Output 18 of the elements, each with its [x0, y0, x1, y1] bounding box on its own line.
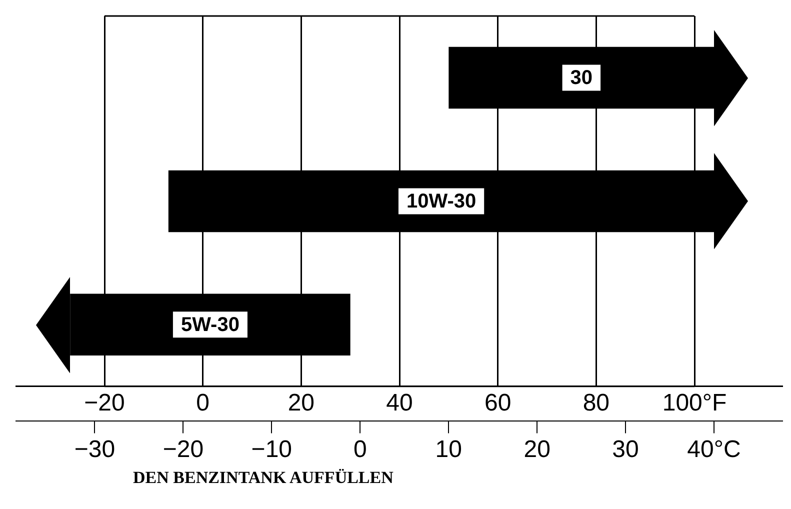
x-tick-label: 100°F: [662, 389, 727, 416]
x-tick-label: 0: [196, 389, 210, 416]
x2-tick-label: −30: [74, 436, 116, 464]
x2-tick-label: 20: [524, 436, 550, 464]
y-tick-label: 10W-30: [406, 190, 476, 213]
x2-tick-label: −10: [251, 436, 292, 464]
x-tick-label: −20: [84, 389, 125, 416]
x-tick-label: 60: [484, 389, 512, 416]
x-tick-label: 20: [288, 389, 315, 416]
x2-tick-label: 0: [353, 436, 367, 464]
x2-tick-label: −20: [162, 436, 204, 464]
x2-tick-label: 10: [435, 436, 462, 464]
x2-tick-label: 30: [612, 436, 639, 464]
text: DEN BENZINTANK AUFFÜLLEN: [133, 468, 394, 488]
x2-tick-label: 40°C: [687, 436, 741, 464]
y-tick-label: 5W-30: [180, 314, 240, 336]
x-tick-label: 80: [582, 389, 610, 416]
x-tick-label: 40: [386, 389, 413, 416]
